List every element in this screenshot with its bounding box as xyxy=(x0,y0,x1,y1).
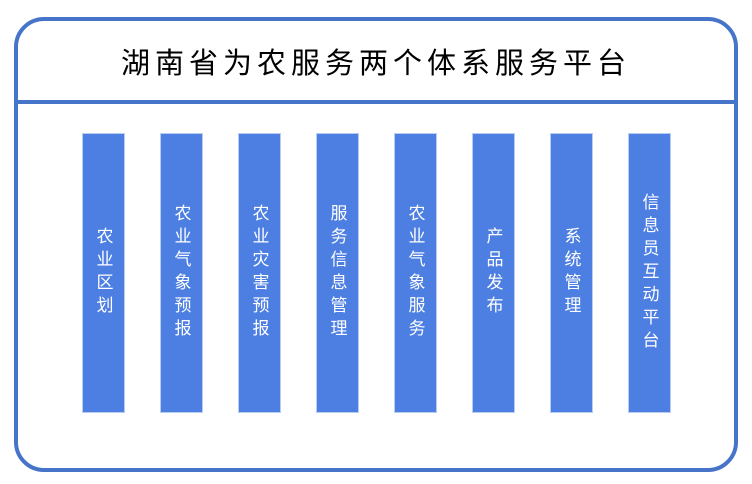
module-bar-agro-disaster-forecast: 农业灾害预报 xyxy=(237,133,281,413)
module-label: 服务信息管理 xyxy=(327,204,347,342)
module-label: 农业区划 xyxy=(93,227,113,319)
module-label: 农业气象预报 xyxy=(171,204,191,342)
module-bar-service-info-management: 服务信息管理 xyxy=(315,133,359,413)
modules-row: 农业区划 农业气象预报 农业灾害预报 服务信息管理 农业气象服务 产品发布 系统… xyxy=(18,133,734,413)
module-label: 产品发布 xyxy=(483,227,503,319)
module-bar-system-management: 系统管理 xyxy=(549,133,593,413)
module-label: 农业气象服务 xyxy=(405,204,425,342)
module-label: 信息员互动平台 xyxy=(639,192,659,354)
diagram-header: 湖南省为农服务两个体系服务平台 xyxy=(18,21,734,104)
page-title: 湖南省为农服务两个体系服务平台 xyxy=(120,45,631,80)
module-bar-agro-weather-forecast: 农业气象预报 xyxy=(159,133,203,413)
module-bar-agricultural-zoning: 农业区划 xyxy=(81,133,125,413)
module-bar-informant-interactive-platform: 信息员互动平台 xyxy=(627,133,671,413)
module-bar-agro-weather-service: 农业气象服务 xyxy=(393,133,437,413)
platform-diagram-frame: 湖南省为农服务两个体系服务平台 农业区划 农业气象预报 农业灾害预报 服务信息管… xyxy=(14,17,738,472)
module-label: 系统管理 xyxy=(561,227,581,319)
module-bar-product-release: 产品发布 xyxy=(471,133,515,413)
module-label: 农业灾害预报 xyxy=(249,204,269,342)
